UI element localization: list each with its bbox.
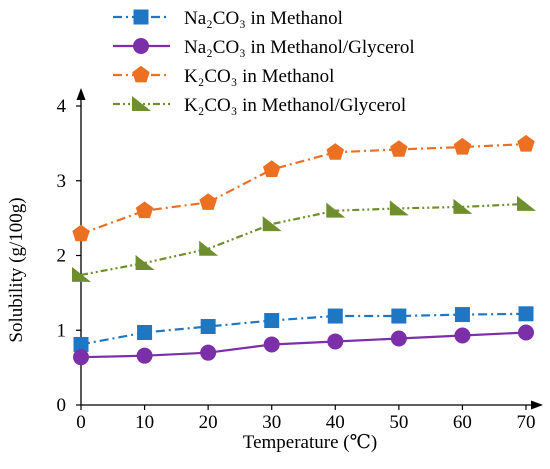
data-point-series-1 <box>200 319 216 335</box>
series-line-4 <box>80 202 527 276</box>
y-axis-arrow <box>76 88 86 100</box>
x-tick-label: 70 <box>517 412 536 433</box>
legend-label-2: Na₂CO₃ in Methanol/Glycerol <box>184 37 415 58</box>
y-axis-title: Solubility (g/100g) <box>6 197 27 342</box>
data-point-series-2 <box>200 344 217 361</box>
series-lines <box>80 143 527 359</box>
data-point-series-3 <box>326 143 344 160</box>
data-point-series-1 <box>391 308 407 324</box>
data-point-series-3 <box>199 193 217 210</box>
data-point-series-4 <box>135 254 155 270</box>
legend-marker-1 <box>133 9 149 25</box>
x-tick-label: 10 <box>135 412 154 433</box>
data-point-series-2 <box>136 347 153 364</box>
series-markers <box>72 134 536 366</box>
data-point-series-1 <box>137 324 153 340</box>
y-tick-label: 3 <box>57 171 67 192</box>
x-tick-label: 50 <box>389 412 408 433</box>
x-tick-label: 30 <box>262 412 281 433</box>
legend-marker-3 <box>132 65 150 83</box>
data-point-series-2 <box>390 330 407 347</box>
data-point-series-2 <box>263 336 280 353</box>
data-point-series-4 <box>389 200 409 216</box>
data-point-series-4 <box>326 202 346 218</box>
y-tick-label: 2 <box>57 246 67 267</box>
data-point-series-4 <box>199 240 219 256</box>
legend: Na₂CO₃ in Methanol Na₂CO₃ in Methanol/Gly… <box>113 8 415 116</box>
data-point-series-1 <box>264 313 280 329</box>
x-axis-arrow <box>531 400 543 410</box>
x-tick-label: 0 <box>76 412 86 433</box>
legend-marker-2 <box>133 38 149 54</box>
data-point-series-3 <box>72 224 90 242</box>
data-point-series-2 <box>454 327 471 344</box>
legend-label-4: K₂CO₃ in Methanol/Glycerol <box>184 95 406 116</box>
data-point-series-1 <box>454 307 470 323</box>
legend-marker-4 <box>132 96 151 111</box>
x-tick-label: 20 <box>199 412 218 433</box>
data-point-series-1 <box>73 336 89 352</box>
x-tick-label: 60 <box>453 412 472 433</box>
series-line-2 <box>80 331 527 359</box>
data-point-series-1 <box>327 308 343 324</box>
data-point-series-4 <box>262 216 282 232</box>
data-point-series-4 <box>517 195 536 211</box>
series-line-3 <box>80 143 527 235</box>
data-point-series-3 <box>263 160 281 177</box>
y-tick-label: 1 <box>57 320 67 341</box>
data-point-series-3 <box>390 140 408 157</box>
x-axis-title: Temperature (℃) <box>243 432 377 453</box>
data-point-series-3 <box>517 134 535 152</box>
y-tick-label: 0 <box>57 395 67 416</box>
x-tick-label: 40 <box>326 412 345 433</box>
y-tick-label: 4 <box>57 96 67 117</box>
data-point-series-2 <box>73 349 89 366</box>
legend-label-3: K₂CO₃ in Methanol <box>184 66 334 87</box>
data-point-series-2 <box>327 333 344 350</box>
data-point-series-4 <box>72 266 91 282</box>
axes: 0 10 20 30 40 50 60 70 0 1 2 3 4 <box>57 88 543 433</box>
legend-label-1: Na₂CO₃ in Methanol <box>184 8 343 29</box>
data-point-series-3 <box>453 137 472 155</box>
data-point-series-1 <box>518 306 534 322</box>
data-point-series-3 <box>135 201 154 219</box>
data-point-series-4 <box>453 198 473 214</box>
data-point-series-2 <box>518 324 534 341</box>
